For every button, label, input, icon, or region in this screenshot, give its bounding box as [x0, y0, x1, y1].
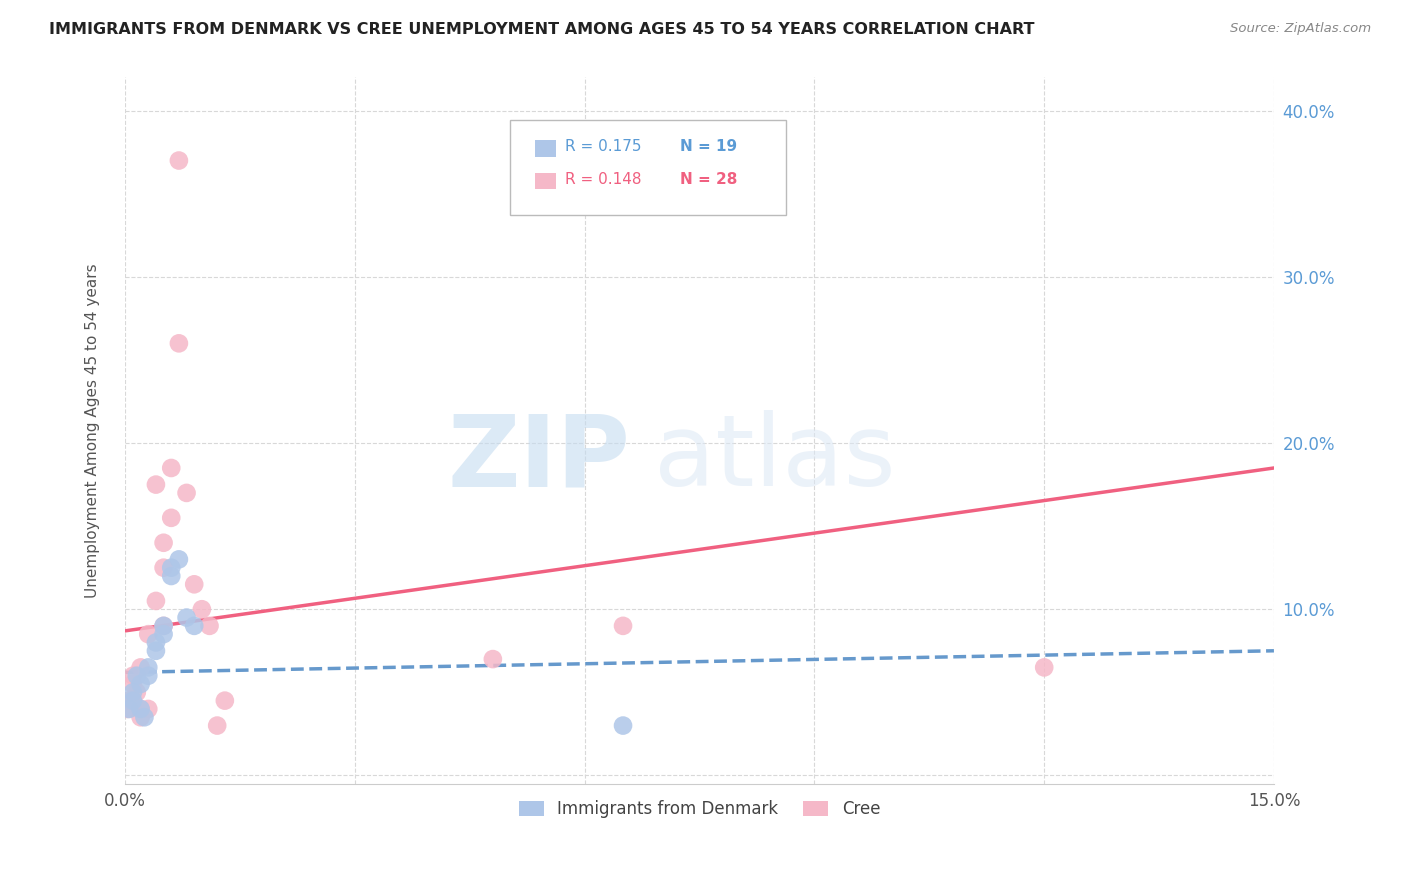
Point: [176, 610, 198, 624]
Point: [152, 619, 174, 633]
Point: [122, 693, 145, 707]
Point: [129, 660, 152, 674]
Point: [136, 702, 159, 716]
Point: [183, 619, 205, 633]
Text: N = 19: N = 19: [681, 139, 737, 154]
Point: [145, 594, 167, 608]
Text: R = 0.148: R = 0.148: [565, 172, 641, 187]
Point: [125, 685, 148, 699]
Y-axis label: Unemployment Among Ages 45 to 54 years: Unemployment Among Ages 45 to 54 years: [86, 263, 100, 598]
Text: ZIP: ZIP: [449, 410, 631, 508]
Text: atlas: atlas: [654, 410, 896, 508]
Point: [482, 652, 505, 666]
Point: [122, 685, 145, 699]
FancyBboxPatch shape: [510, 120, 786, 215]
Point: [612, 718, 634, 732]
Text: N = 28: N = 28: [681, 172, 738, 187]
Point: [152, 619, 174, 633]
Point: [136, 669, 159, 683]
Point: [145, 477, 167, 491]
Point: [136, 627, 159, 641]
Point: [136, 660, 159, 674]
Point: [118, 693, 141, 707]
Point: [152, 535, 174, 549]
Point: [160, 569, 183, 583]
Point: [129, 702, 152, 716]
Point: [160, 560, 183, 574]
Point: [122, 677, 145, 691]
Point: [1033, 660, 1056, 674]
Point: [118, 702, 141, 716]
Point: [152, 560, 174, 574]
Point: [160, 461, 183, 475]
Point: [134, 710, 156, 724]
Point: [122, 669, 145, 683]
Text: IMMIGRANTS FROM DENMARK VS CREE UNEMPLOYMENT AMONG AGES 45 TO 54 YEARS CORRELATI: IMMIGRANTS FROM DENMARK VS CREE UNEMPLOY…: [49, 22, 1035, 37]
Point: [214, 693, 236, 707]
Point: [145, 635, 167, 649]
FancyBboxPatch shape: [536, 140, 555, 156]
Text: Source: ZipAtlas.com: Source: ZipAtlas.com: [1230, 22, 1371, 36]
FancyBboxPatch shape: [536, 173, 555, 189]
Point: [117, 702, 139, 716]
Point: [160, 511, 183, 525]
Point: [205, 718, 228, 732]
Point: [167, 336, 190, 351]
Point: [167, 153, 190, 168]
Text: R = 0.175: R = 0.175: [565, 139, 641, 154]
Point: [125, 669, 148, 683]
Legend: Immigrants from Denmark, Cree: Immigrants from Denmark, Cree: [512, 794, 887, 825]
Point: [152, 627, 174, 641]
Point: [145, 644, 167, 658]
Point: [612, 619, 634, 633]
Point: [198, 619, 221, 633]
Point: [129, 702, 152, 716]
Point: [129, 710, 152, 724]
Point: [167, 552, 190, 566]
Point: [129, 677, 152, 691]
Point: [176, 486, 198, 500]
Point: [191, 602, 214, 616]
Point: [183, 577, 205, 591]
